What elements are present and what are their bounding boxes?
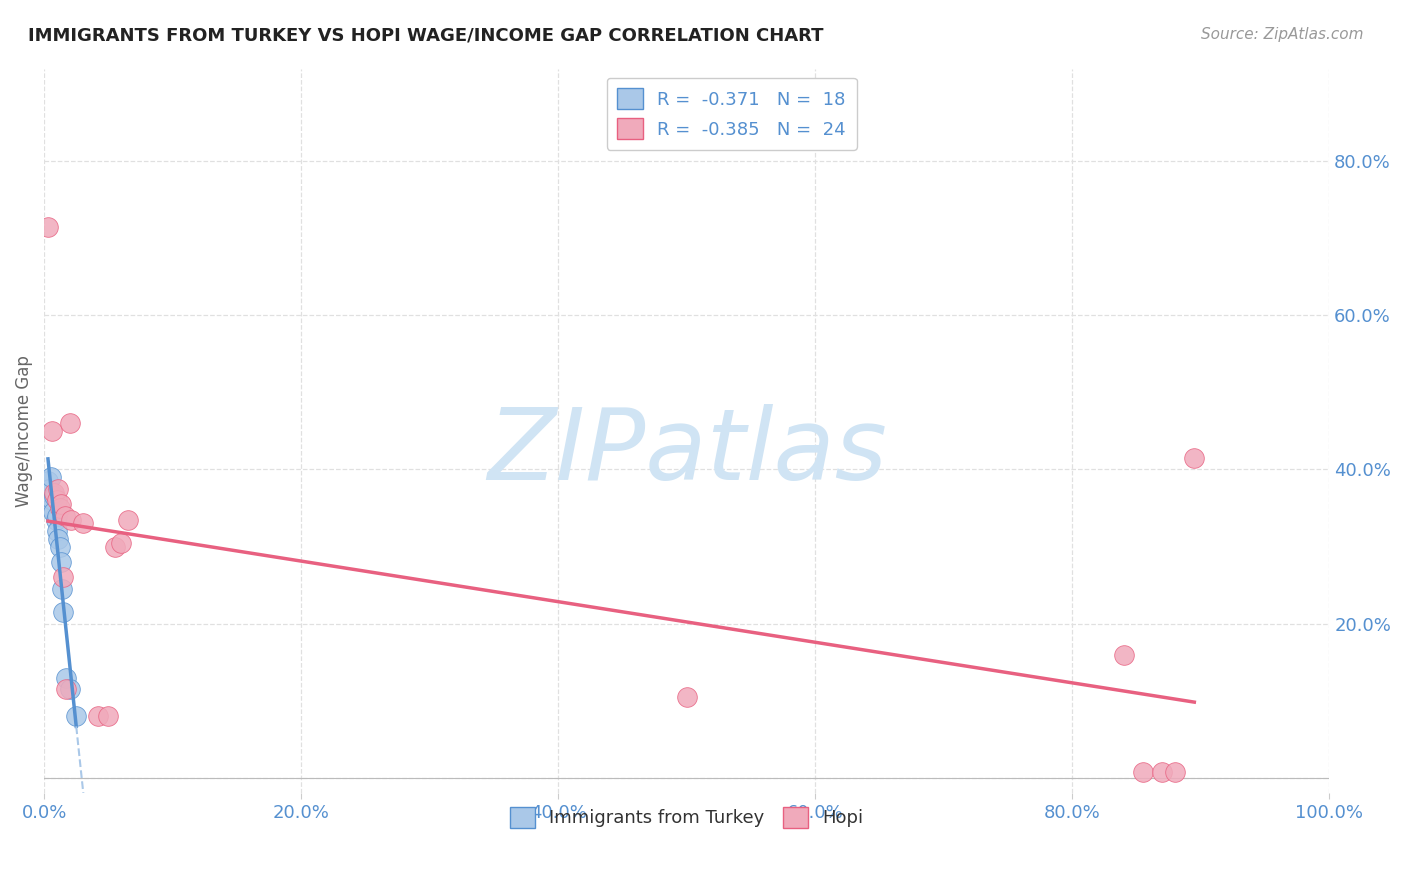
Point [104,540,127,554]
Point [1164,764,1187,779]
Point [110,535,132,549]
Point [117,513,139,527]
Point [65,709,87,723]
Text: ZIPatlas: ZIPatlas [486,404,887,501]
Point [1112,648,1135,662]
Point [38,482,60,496]
Point [72,516,94,531]
Point [41,424,63,438]
Point [48,540,70,554]
Point [39,501,62,516]
Point [87,709,110,723]
Legend: Immigrants from Turkey, Hopi: Immigrants from Turkey, Hopi [502,800,870,835]
Point [48,501,70,516]
Point [46,524,69,538]
Point [46,493,69,508]
Point [49,497,72,511]
Point [55,671,77,685]
Point [1132,764,1154,779]
Point [46,482,69,496]
Y-axis label: Wage/Income Gap: Wage/Income Gap [15,355,32,507]
Point [41,493,63,508]
Point [44,490,66,504]
Point [53,508,76,523]
Point [1152,764,1174,779]
Point [44,485,66,500]
Point [46,532,69,546]
Point [97,709,120,723]
Text: IMMIGRANTS FROM TURKEY VS HOPI WAGE/INCOME GAP CORRELATION CHART: IMMIGRANTS FROM TURKEY VS HOPI WAGE/INCO… [28,27,824,45]
Point [39,470,62,484]
Point [1182,450,1205,465]
Point [59,416,82,430]
Point [51,582,73,596]
Point [52,605,75,619]
Point [49,555,72,569]
Point [37,474,59,488]
Point [45,513,67,527]
Point [675,690,697,704]
Point [46,508,69,523]
Point [42,505,65,519]
Point [37,219,59,234]
Point [55,682,77,697]
Point [60,513,83,527]
Point [59,682,82,697]
Point [52,570,75,584]
Text: Source: ZipAtlas.com: Source: ZipAtlas.com [1201,27,1364,42]
